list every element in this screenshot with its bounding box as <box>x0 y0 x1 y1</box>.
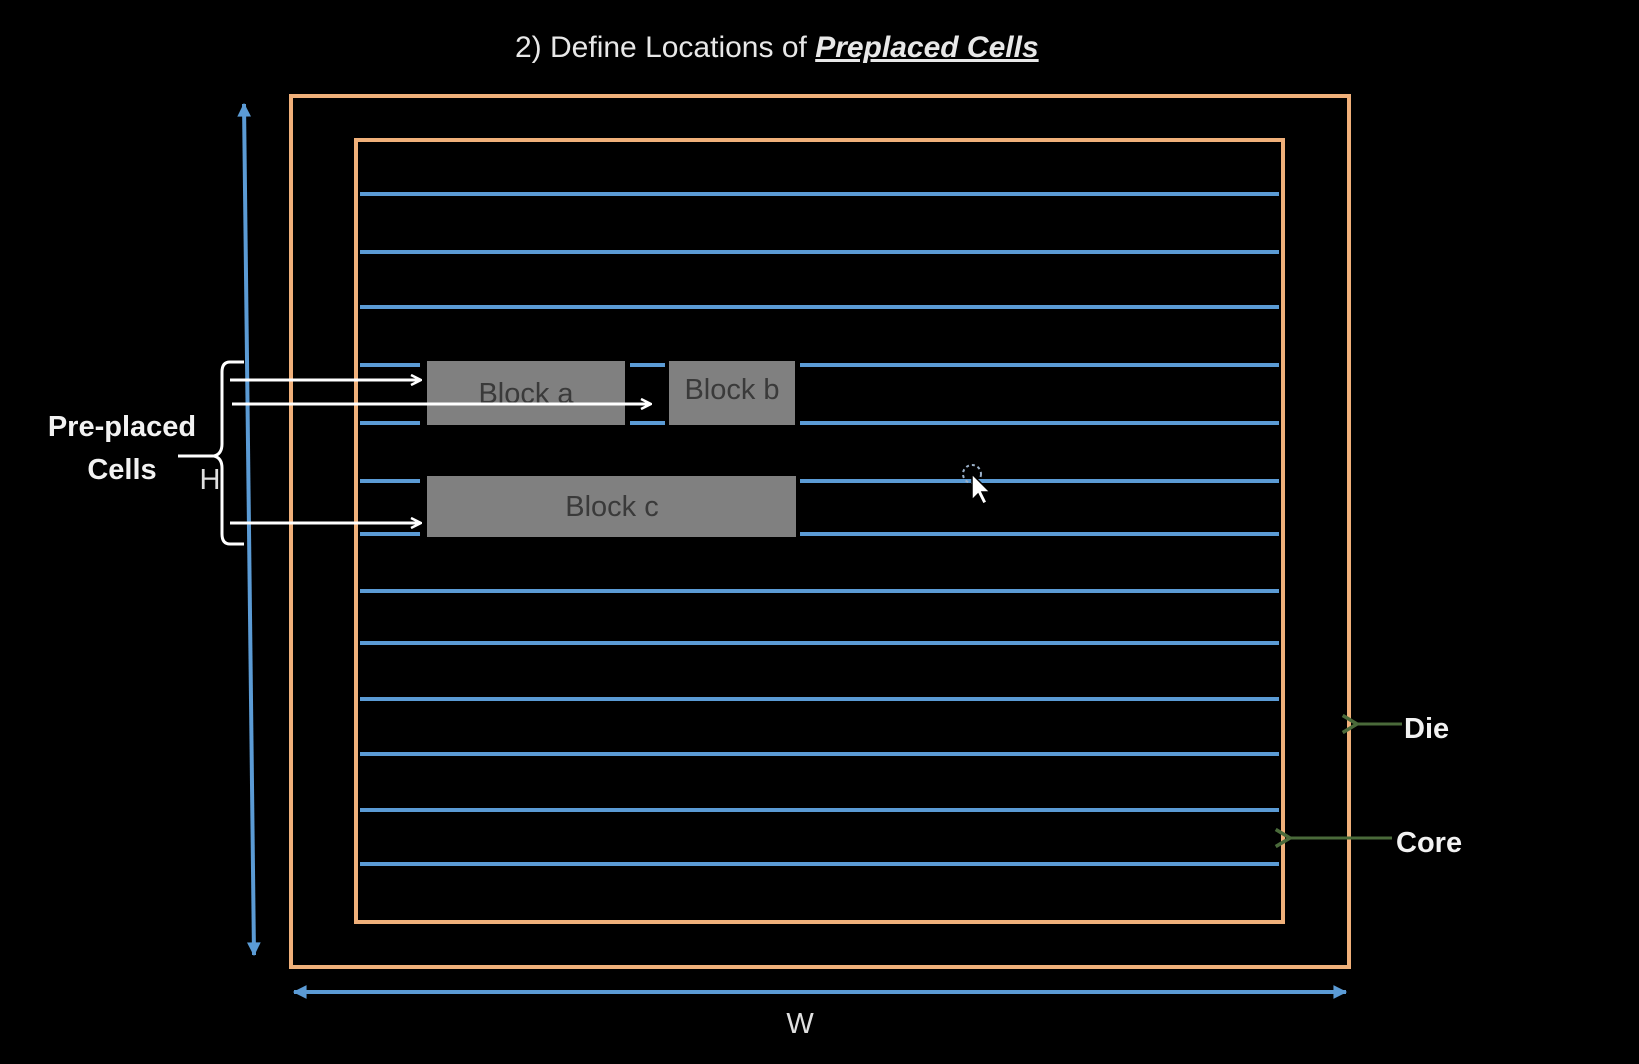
core-label: Core <box>1396 827 1462 859</box>
block-c: Block c <box>427 476 796 537</box>
title-emphasis: Preplaced Cells <box>815 31 1038 64</box>
placement-rows <box>360 192 1279 866</box>
page-title: 2) Define Locations of Preplaced Cells <box>515 31 1039 64</box>
block-c-label: Block c <box>565 491 658 523</box>
height-dimension-arrow <box>237 102 261 957</box>
block-a: Block a <box>427 361 625 425</box>
pre-placed-label-line1: Pre-placed <box>48 411 196 443</box>
core-outline <box>354 138 1285 924</box>
die-outline <box>289 94 1351 969</box>
block-b: Block b <box>669 361 795 425</box>
pre-placed-label-line2: Cells <box>87 454 156 486</box>
die-label: Die <box>1404 713 1449 745</box>
height-label: H <box>200 464 221 496</box>
width-label: W <box>786 1008 814 1040</box>
block-b-label: Block b <box>684 374 779 406</box>
pre-placed-brace <box>213 360 244 546</box>
mouse-pointer-icon <box>962 464 992 506</box>
